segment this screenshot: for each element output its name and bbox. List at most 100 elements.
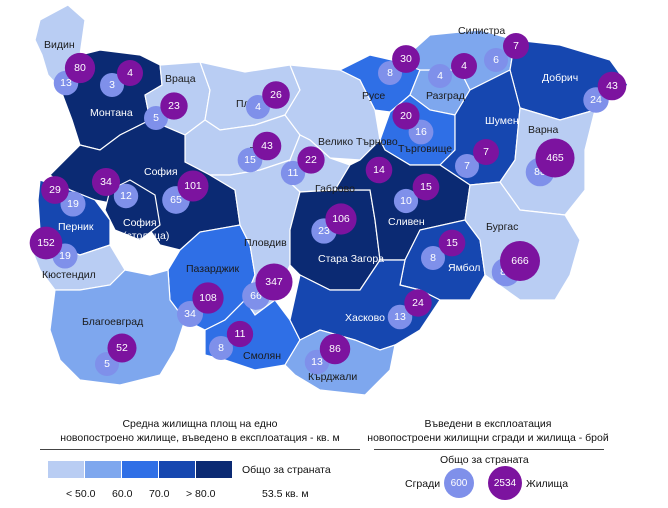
- dwellings-circle: [597, 71, 627, 101]
- buildings-bubble-shumen: 7: [455, 154, 479, 178]
- dwellings-value: 15: [446, 237, 458, 249]
- buildings-value: 88: [534, 166, 546, 178]
- dwellings-circle: [262, 81, 290, 109]
- region-label-dobrich: Добрич: [542, 72, 578, 84]
- region-label-kyustendil: Кюстендил: [42, 269, 96, 281]
- dwellings-circle: [255, 263, 293, 301]
- buildings-value: 4: [255, 101, 261, 113]
- buildings-value: 10: [400, 195, 412, 207]
- buildings-circle: [209, 336, 233, 360]
- dwellings-circle: [226, 320, 254, 348]
- buildings-value: 66: [250, 290, 262, 302]
- buildings-value: 11: [288, 167, 299, 179]
- dwellings-circle: [325, 203, 357, 235]
- dwellings-bubble-ruse: 30: [392, 45, 420, 73]
- dwellings-value: 26: [270, 89, 282, 101]
- dwellings-bubble-yambol: 15: [438, 229, 466, 257]
- region-label-ruse: Русе: [362, 90, 385, 102]
- buildings-bubble-yambol: 8: [421, 246, 445, 270]
- dwellings-bubble-sofia-obl: 34: [91, 167, 121, 197]
- dwellings-bubble-montana: 4: [117, 60, 143, 86]
- dwellings-value: 52: [116, 342, 128, 354]
- dwellings-bubble-shumen: 7: [473, 139, 499, 165]
- region-label-sliven: Сливен: [388, 216, 425, 228]
- legend-swatch-2: [85, 461, 121, 478]
- buildings-value: 5: [104, 358, 110, 370]
- dwellings-bubble-razgrad: 4: [451, 53, 477, 79]
- buildings-circle: [60, 191, 86, 217]
- legend-total-value: 53.5 кв. м: [262, 488, 309, 500]
- buildings-circle: [455, 154, 479, 178]
- legend-right-divider: [374, 449, 604, 450]
- dwellings-value: 29: [49, 184, 61, 196]
- dwellings-value: 43: [261, 140, 273, 152]
- dwellings-value: 24: [412, 297, 424, 309]
- region-label-blagoevgrad: Благоевград: [82, 316, 143, 328]
- dwellings-value: 14: [373, 164, 385, 176]
- buildings-circle: [428, 64, 452, 88]
- buildings-bubble-sliven: 10: [393, 188, 419, 214]
- buildings-bubble-smolyan: 8: [209, 336, 233, 360]
- region-label-sofia-city: София (столица): [123, 217, 169, 242]
- dwellings-circle: [192, 282, 224, 314]
- buildings-value: 65: [170, 194, 182, 206]
- legend-swatch-5: [196, 461, 232, 478]
- dwellings-bubble-dobrich: 43: [597, 71, 627, 101]
- buildings-value: 19: [67, 198, 79, 210]
- dwellings-value: 7: [513, 40, 519, 52]
- dwellings-value: 4: [461, 60, 467, 72]
- dwellings-bubble-smolyan: 11: [226, 320, 254, 348]
- dwellings-value: 11: [235, 328, 246, 340]
- dwellings-circle: [392, 102, 420, 130]
- region-label-vtarnovo: Велико Търново: [318, 136, 398, 148]
- dwellings-bubble-silistra: 7: [503, 33, 529, 59]
- region-label-targovishte: Търговище: [398, 143, 452, 155]
- buildings-value: 24: [590, 94, 602, 106]
- dwellings-value: 80: [74, 62, 86, 74]
- dwellings-value: 106: [332, 213, 350, 225]
- dwellings-value: 152: [37, 237, 55, 249]
- dwellings-circle: [252, 131, 282, 161]
- region-label-gabrovo: Габрово: [315, 183, 355, 195]
- legend-label-2: 60.0: [112, 488, 133, 500]
- dwellings-bubble-haskovo: 24: [404, 289, 432, 317]
- legend-buildings-bubble: 600: [444, 468, 474, 498]
- region-label-burgas: Бургас: [486, 221, 518, 233]
- dwellings-value: 30: [400, 53, 412, 65]
- buildings-value: 12: [120, 190, 132, 202]
- buildings-value: 4: [437, 70, 443, 82]
- buildings-bubble-razgrad: 4: [428, 64, 452, 88]
- legend-total-label: Общо за страната: [242, 464, 331, 476]
- region-label-razgrad: Разград: [426, 90, 465, 102]
- buildings-circle: [421, 246, 445, 270]
- dwellings-circle: [438, 229, 466, 257]
- buildings-circle: [484, 48, 508, 72]
- legend-right-title-2: новопостроени жилищни сгради и жилища - …: [367, 432, 609, 444]
- dwellings-circle: [160, 92, 188, 120]
- dwellings-value: 108: [199, 292, 217, 304]
- buildings-value: 15: [244, 154, 256, 166]
- dwellings-bubble-targovishte: 20: [392, 102, 420, 130]
- dwellings-bubble-lovech: 43: [252, 131, 282, 161]
- dwellings-circle: [117, 60, 143, 86]
- region-label-yambol: Ямбол: [448, 262, 480, 274]
- buildings-circle: [387, 304, 413, 330]
- dwellings-circle: [404, 289, 432, 317]
- dwellings-value: 347: [265, 276, 283, 288]
- legend-left-title-2: новопостроено жилище, въведено в експлоа…: [60, 432, 340, 444]
- dwellings-bubble-sliven-extra: 15: [412, 173, 440, 201]
- dwellings-bubble-vratsa: 23: [160, 92, 188, 120]
- dwellings-value: 4: [127, 67, 133, 79]
- dwellings-bubble-gabrovo: 22: [297, 146, 325, 174]
- dwellings-bubble-burgas: 666: [500, 241, 540, 281]
- dwellings-circle: [91, 167, 121, 197]
- dwellings-circle: [392, 45, 420, 73]
- region-label-haskovo: Хасково: [345, 312, 385, 324]
- buildings-bubble-sofia-obl: 12: [113, 183, 139, 209]
- buildings-circle: [280, 160, 306, 186]
- dwellings-value: 86: [329, 343, 341, 355]
- dwellings-circle: [41, 176, 69, 204]
- buildings-bubble-haskovo: 13: [387, 304, 413, 330]
- dwellings-value: 20: [400, 110, 412, 122]
- dwellings-value: 22: [305, 154, 317, 166]
